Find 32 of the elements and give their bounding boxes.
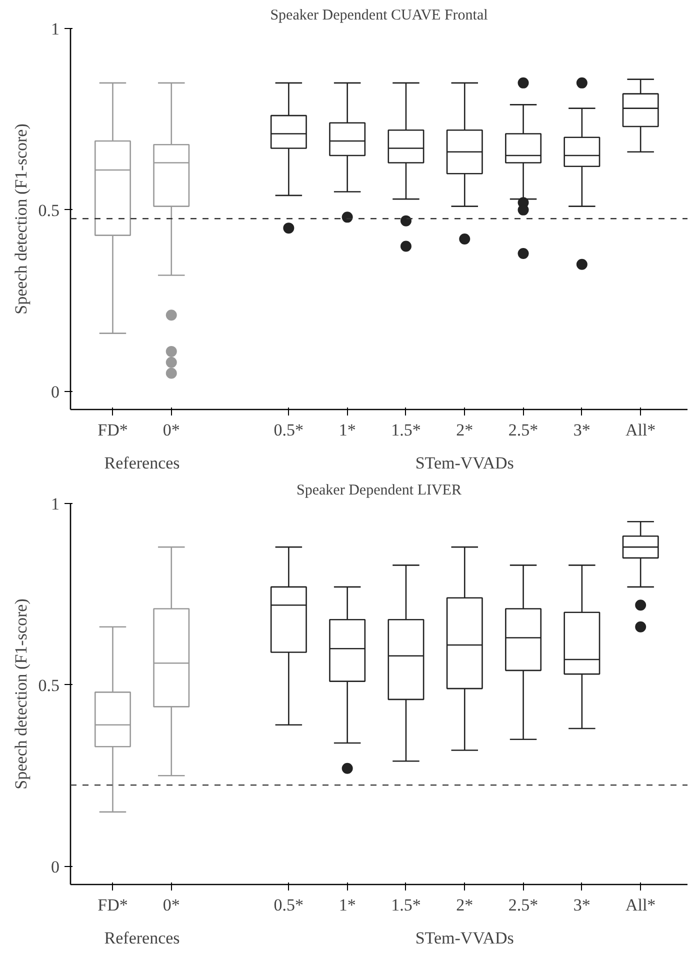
x-tick-label: 0.5* (274, 420, 304, 440)
text: References (104, 928, 180, 948)
x-tick-label: 1.5* (391, 896, 421, 914)
x-tick-label: 2.5* (508, 420, 538, 440)
x-tick-label: 2* (456, 896, 474, 914)
y-tick-label: 1 (51, 20, 60, 38)
x-tick-label: 2.5* (508, 896, 538, 914)
y-axis-title: Speech detection (F1-score) (11, 124, 30, 314)
y-tick-label: 0 (51, 857, 60, 876)
y-axis-title: Speech detection (F1-score) (11, 598, 30, 790)
text: STem-VVADs (415, 928, 514, 948)
x-tick-label: 3* (573, 896, 590, 914)
x-tick-label: FD* (98, 896, 128, 914)
text: STem-VVADs (415, 454, 514, 472)
x-tick-label: 3* (573, 420, 590, 440)
x-tick-label: 0* (162, 420, 180, 440)
x-tick-label: 0* (162, 896, 180, 914)
x-tick-label: 1* (338, 420, 356, 440)
text: References (104, 454, 180, 472)
y-tick-label: 0 (51, 382, 60, 402)
chart-title: Speaker Dependent CUAVE Frontal (270, 8, 488, 24)
x-tick-label: 0.5* (274, 896, 304, 914)
chart-title: Speaker Dependent LIVER (296, 482, 462, 498)
y-tick-label: 0.5 (38, 200, 60, 220)
x-tick-label: 1.5* (391, 420, 421, 440)
x-tick-label: All* (625, 420, 656, 440)
x-tick-label: FD* (98, 420, 128, 440)
x-tick-label: 1* (338, 896, 356, 914)
x-tick-label: 2* (456, 420, 474, 440)
y-tick-label: 1 (51, 494, 60, 514)
x-tick-label: All* (625, 896, 656, 914)
y-tick-label: 0.5 (38, 676, 60, 695)
